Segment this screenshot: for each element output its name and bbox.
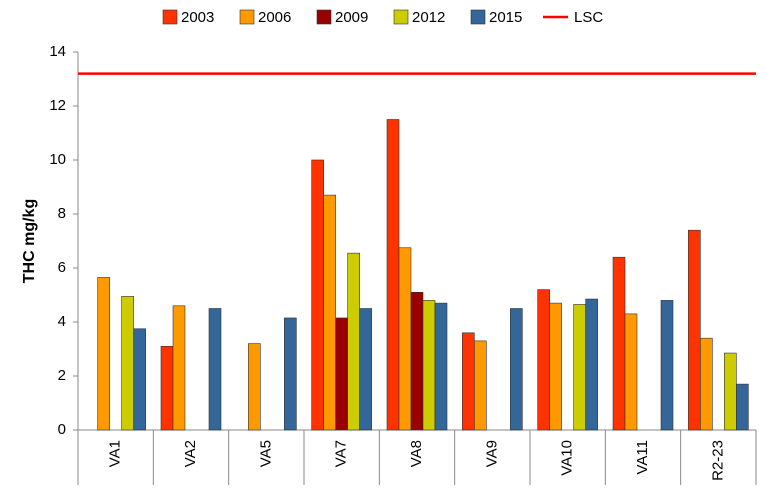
legend-swatch bbox=[162, 9, 178, 25]
x-tick-label: VA10 bbox=[559, 440, 576, 476]
x-tick-label: VA2 bbox=[182, 440, 199, 467]
y-axis-label: THC mg/kg bbox=[21, 199, 38, 283]
legend-swatch bbox=[239, 9, 255, 25]
bar bbox=[585, 298, 598, 431]
legend-label: LSC bbox=[574, 9, 603, 26]
x-tick-label: VA8 bbox=[408, 440, 425, 467]
y-tick-label: 14 bbox=[49, 43, 66, 60]
y-tick-label: 6 bbox=[58, 259, 66, 276]
bar bbox=[624, 313, 638, 431]
bar bbox=[549, 302, 562, 431]
bar bbox=[612, 256, 626, 431]
legend-label: 2012 bbox=[412, 9, 445, 26]
bar bbox=[700, 337, 713, 431]
bar bbox=[208, 308, 222, 431]
y-tick-label: 8 bbox=[58, 205, 66, 222]
bar bbox=[347, 252, 360, 431]
bar bbox=[248, 343, 261, 431]
bar bbox=[573, 304, 586, 431]
bar bbox=[422, 300, 436, 431]
bar bbox=[133, 328, 146, 431]
bar bbox=[736, 383, 749, 431]
y-tick-label: 0 bbox=[58, 421, 66, 438]
legend-swatch bbox=[316, 9, 332, 25]
legend-label: 2009 bbox=[335, 9, 368, 26]
bar bbox=[359, 308, 372, 431]
bar bbox=[323, 194, 336, 431]
bar bbox=[311, 159, 324, 431]
bar bbox=[121, 296, 134, 431]
legend-label: 2015 bbox=[489, 9, 522, 26]
x-tick-label: VA7 bbox=[333, 440, 350, 467]
y-tick-label: 10 bbox=[49, 151, 66, 168]
bar bbox=[386, 119, 400, 431]
x-tick-label: R2-23 bbox=[709, 440, 726, 481]
bar bbox=[398, 247, 412, 431]
legend-label: 2003 bbox=[181, 9, 214, 26]
y-tick-label: 2 bbox=[58, 367, 66, 384]
x-tick-label: VA5 bbox=[257, 440, 274, 467]
bar bbox=[462, 332, 475, 431]
bar bbox=[160, 345, 174, 431]
bar bbox=[284, 317, 297, 431]
x-tick-label: VA9 bbox=[483, 440, 500, 467]
bar bbox=[434, 302, 448, 431]
bar bbox=[172, 305, 186, 431]
bar bbox=[537, 289, 550, 431]
bar bbox=[688, 229, 701, 431]
legend-label: 2006 bbox=[258, 9, 291, 26]
x-tick-label: VA11 bbox=[634, 440, 651, 474]
legend-swatch bbox=[393, 9, 409, 25]
bar bbox=[335, 317, 348, 431]
bar bbox=[660, 300, 674, 431]
y-tick-label: 12 bbox=[49, 97, 66, 114]
bar bbox=[724, 352, 737, 431]
legend-swatch bbox=[470, 9, 486, 25]
bar bbox=[474, 340, 487, 431]
x-tick-label: VA1 bbox=[107, 440, 124, 467]
bar bbox=[410, 291, 424, 431]
bar bbox=[510, 308, 523, 431]
bar bbox=[97, 277, 110, 431]
y-tick-label: 4 bbox=[58, 313, 66, 330]
